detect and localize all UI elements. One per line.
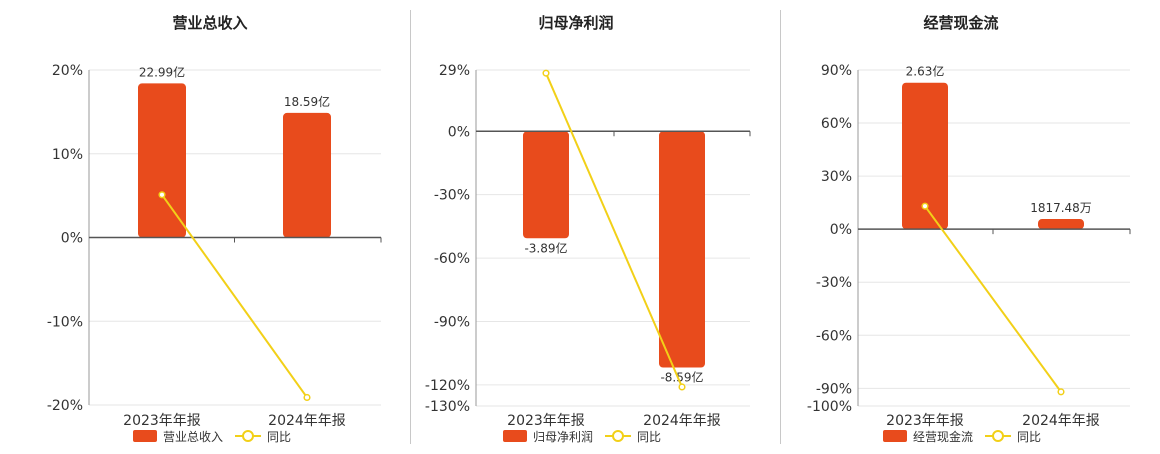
y-tick-label: -90% <box>816 381 852 397</box>
x-tick-label: 2024年年报 <box>268 413 346 429</box>
yoy-point <box>678 383 686 391</box>
y-tick-label: -90% <box>434 314 470 330</box>
x-tick-label: 2023年年报 <box>507 413 585 429</box>
panel-divider <box>780 10 781 444</box>
chart-revenue: 营业总收入 20% 10% 0% -10% -20% 22.99亿 18.59亿 2023年年报… <box>47 14 382 444</box>
legend-bar-swatch <box>133 430 157 442</box>
y-tick-label: 10% <box>52 147 83 163</box>
yoy-point <box>1057 388 1065 396</box>
bar-data-label: 22.99亿 <box>139 64 185 79</box>
legend-label: 同比 <box>637 430 661 444</box>
y-tick-label: -130% <box>425 399 470 415</box>
chart-cash-flow: 经营现金流 90% 60% 30% 0% -30% -60% -90% -100% 2.63亿 18… <box>807 14 1131 444</box>
bar <box>902 82 948 230</box>
y-tick-label: 29% <box>439 63 470 79</box>
bar-data-label: 2.63亿 <box>906 64 945 79</box>
x-tick-label: 2023年年报 <box>123 413 201 429</box>
yoy-line <box>924 205 1062 393</box>
chart-title: 经营现金流 <box>923 14 998 32</box>
yoy-point <box>303 393 311 402</box>
bar <box>283 112 331 238</box>
yoy-line <box>161 194 308 399</box>
legend-label: 归母净利润 <box>533 430 593 444</box>
y-tick-label: -10% <box>47 314 83 330</box>
bar-data-label: -3.89亿 <box>524 240 567 255</box>
bar <box>523 131 569 239</box>
yoy-point <box>542 69 550 77</box>
panel-divider <box>410 10 411 444</box>
legend-label: 同比 <box>1017 430 1041 444</box>
legend-line-marker <box>992 430 1004 442</box>
chart-title: 归母净利润 <box>538 14 613 32</box>
bar <box>138 83 186 238</box>
bar-data-label: 18.59亿 <box>284 94 330 109</box>
x-tick-label: 2024年年报 <box>1022 413 1100 429</box>
yoy-line <box>545 72 683 388</box>
bar <box>1038 219 1084 230</box>
y-tick-label: -60% <box>816 328 852 344</box>
y-tick-label: 60% <box>821 116 852 132</box>
legend-bar-swatch <box>503 430 527 442</box>
legend-label: 营业总收入 <box>163 430 223 444</box>
bar <box>659 131 705 368</box>
y-tick-label: 20% <box>52 63 83 79</box>
x-tick-label: 2023年年报 <box>886 413 964 429</box>
y-tick-label: -120% <box>425 378 470 394</box>
y-tick-label: 0% <box>830 222 852 238</box>
bar-data-label: 1817.48万 <box>1030 201 1092 215</box>
x-tick-label: 2024年年报 <box>643 413 721 429</box>
y-tick-label: 0% <box>448 124 470 140</box>
y-tick-label: -20% <box>47 398 83 414</box>
y-tick-label: 90% <box>821 63 852 79</box>
y-tick-label: -100% <box>807 399 852 415</box>
chart-panel-cash-flow: 经营现金流 90% 60% 30% 0% -30% -60% -90% -100% 2.63亿 18… <box>781 0 1160 450</box>
legend-line-marker <box>242 430 254 442</box>
legend-label: 经营现金流 <box>913 429 973 444</box>
y-tick-label: 0% <box>61 231 83 247</box>
legend-bar-swatch <box>883 430 907 442</box>
yoy-point <box>921 202 929 210</box>
bar-data-label: -8.59亿 <box>660 370 703 385</box>
y-tick-label: 30% <box>821 169 852 185</box>
y-tick-label: -60% <box>434 251 470 267</box>
chart-net-profit: 归母净利润 29% 0% -30% -60% -90% -120% -130% -3.89亿 -8… <box>425 14 751 444</box>
chart-panel-revenue: 营业总收入 20% 10% 0% -10% -20% 22.99亿 18.59亿 2023年年报… <box>0 0 410 450</box>
y-tick-label: -30% <box>816 275 852 291</box>
chart-panel-net-profit: 归母净利润 29% 0% -30% -60% -90% -120% -130% -3.89亿 -8… <box>411 0 780 450</box>
yoy-point <box>158 191 166 199</box>
legend-label: 同比 <box>267 430 291 444</box>
legend-line-marker <box>612 430 624 442</box>
chart-title: 营业总收入 <box>172 14 247 32</box>
y-tick-label: -30% <box>434 188 470 204</box>
